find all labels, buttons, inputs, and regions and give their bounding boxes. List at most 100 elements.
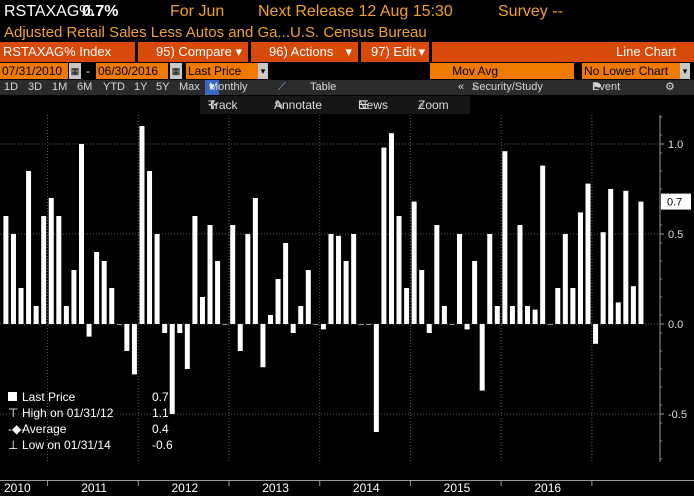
actions-menu[interactable]: 96) Actions ▾ bbox=[251, 42, 358, 62]
legend-high: ⊤ High on 01/31/12 1.1 bbox=[8, 405, 178, 421]
annotate-label: Annotate bbox=[274, 98, 323, 112]
double-chevron-left-icon[interactable]: « bbox=[458, 81, 465, 93]
legend-low: ⊥ Low on 01/31/14 -0.6 bbox=[8, 437, 178, 453]
bar bbox=[381, 147, 387, 324]
bar bbox=[48, 198, 54, 324]
range-1m[interactable]: 1M bbox=[52, 81, 68, 93]
legend: Last Price 0.7 ⊤ High on 01/31/12 1.1 -◆… bbox=[8, 389, 178, 453]
legend-average-value: 0.4 bbox=[152, 422, 169, 436]
bar bbox=[230, 225, 236, 324]
bar bbox=[623, 190, 629, 324]
bar bbox=[222, 324, 228, 325]
security-description: Adjusted Retail Sales Less Autos and Ga.… bbox=[0, 24, 694, 42]
chevron-down-icon[interactable]: ▾ bbox=[680, 63, 690, 79]
zoom-label: Zoom bbox=[418, 98, 449, 112]
bar bbox=[547, 324, 553, 325]
legend-last-price: Last Price 0.7 bbox=[8, 389, 178, 405]
bar bbox=[525, 306, 531, 324]
range-ytd[interactable]: YTD bbox=[103, 81, 125, 93]
x-tick-label: 2013 bbox=[262, 481, 289, 495]
bar bbox=[517, 225, 523, 324]
x-tick-label: 2015 bbox=[443, 481, 471, 495]
security-study-label: Security/Study bbox=[472, 81, 543, 93]
chevron-down-icon: ▾ bbox=[235, 44, 242, 59]
range-3d[interactable]: 3D bbox=[28, 81, 43, 93]
period-select[interactable]: Monthly ▾ bbox=[205, 80, 248, 95]
calendar-icon[interactable]: ▦ bbox=[69, 63, 81, 79]
chevron-down-icon[interactable]: ▾ bbox=[258, 63, 268, 79]
bar bbox=[615, 302, 621, 324]
bar bbox=[457, 234, 462, 324]
index-field[interactable]: RSTAXAG% Index bbox=[0, 42, 135, 62]
bar bbox=[608, 189, 614, 324]
bar bbox=[464, 324, 470, 330]
bar bbox=[298, 306, 304, 324]
subtitle: Adjusted Retail Sales Less Autos and Ga.… bbox=[4, 24, 427, 41]
header-bar: RSTAXAG% 0.7% For Jun Next Release 12 Au… bbox=[0, 0, 694, 24]
controls-bar: 07/31/2010 ▦ - 06/30/2016 ▦ Last Price ▾… bbox=[0, 63, 694, 81]
news-label: News bbox=[358, 98, 389, 112]
bar bbox=[245, 234, 251, 324]
bar bbox=[600, 232, 606, 324]
bar bbox=[199, 297, 205, 324]
compare-menu[interactable]: 95) Compare ▾ bbox=[138, 42, 248, 62]
range-max[interactable]: Max bbox=[179, 81, 200, 93]
x-tick-label: 2014 bbox=[352, 481, 380, 495]
calendar-icon[interactable]: ▦ bbox=[170, 63, 182, 79]
gear-icon[interactable]: ⚙ bbox=[665, 81, 675, 93]
bar bbox=[373, 324, 379, 432]
survey: Survey -- bbox=[498, 3, 563, 20]
legend-last-price-label: Last Price bbox=[22, 390, 76, 404]
start-date-field[interactable]: 07/31/2010 bbox=[0, 63, 68, 79]
legend-low-label: Low on 01/31/14 bbox=[22, 438, 111, 452]
bar bbox=[215, 261, 221, 324]
price-field-select[interactable]: Last Price bbox=[186, 63, 262, 79]
bar bbox=[177, 324, 183, 333]
x-axis-labels: 2010 2011 2012 2013 2014 2015 2016 bbox=[0, 481, 660, 496]
bar bbox=[162, 324, 168, 333]
table-button[interactable]: Table bbox=[310, 81, 337, 93]
legend-last-price-value: 0.7 bbox=[152, 390, 169, 404]
bar bbox=[116, 324, 122, 325]
bar bbox=[593, 324, 599, 344]
range-1y[interactable]: 1Y bbox=[134, 81, 148, 93]
flag-icon: ⚑ bbox=[592, 81, 602, 93]
menu-bar: RSTAXAG% Index 95) Compare ▾ 96) Actions… bbox=[0, 42, 694, 62]
bar bbox=[124, 324, 130, 351]
range-6m[interactable]: 6M bbox=[77, 81, 93, 93]
range-1d[interactable]: 1D bbox=[4, 81, 19, 93]
end-date-field[interactable]: 06/30/2016 bbox=[96, 63, 168, 79]
range-bar: 1D 3D 1M 6M YTD 1Y 5Y Max Monthly ▾ ⟋ Ta… bbox=[0, 80, 694, 95]
bar bbox=[305, 270, 311, 324]
x-tick-label: 2011 bbox=[81, 481, 108, 495]
bar bbox=[328, 234, 334, 324]
line-chart-icon[interactable]: ⟋ bbox=[278, 81, 286, 93]
chart-toolbar: ✛ Track ✎ Annotate ☰ News ⌕ Zoom bbox=[200, 96, 470, 114]
bar bbox=[86, 324, 92, 337]
bar bbox=[570, 288, 576, 324]
bar bbox=[396, 216, 402, 324]
bar bbox=[275, 279, 281, 324]
magnifier-icon: ⌕ bbox=[418, 98, 425, 112]
index-label: RSTAXAG% Index bbox=[3, 44, 112, 59]
bar bbox=[33, 306, 39, 324]
white-square-icon bbox=[8, 392, 17, 401]
bar bbox=[555, 288, 561, 324]
bar-series bbox=[3, 126, 644, 432]
lower-chart-select[interactable]: No Lower Chart bbox=[582, 63, 680, 79]
bar bbox=[509, 306, 515, 324]
y-tick-label: 0.5 bbox=[668, 229, 683, 241]
ticker: RSTAXAG% bbox=[4, 3, 94, 20]
legend-low-value: -0.6 bbox=[152, 438, 173, 452]
range-5y[interactable]: 5Y bbox=[156, 81, 170, 93]
high-marker-icon: ⊤ bbox=[8, 406, 19, 420]
study-select[interactable]: Mov Avg bbox=[430, 63, 574, 79]
edit-menu[interactable]: 97) Edit ▾ bbox=[361, 42, 429, 62]
bar bbox=[404, 288, 410, 324]
bar bbox=[71, 270, 77, 324]
low-marker-icon: ⊥ bbox=[8, 438, 19, 452]
bar bbox=[3, 216, 9, 324]
compare-label: 95) Compare bbox=[156, 44, 232, 59]
bar bbox=[351, 234, 357, 324]
chart-type-menu[interactable]: Line Chart bbox=[432, 42, 694, 62]
